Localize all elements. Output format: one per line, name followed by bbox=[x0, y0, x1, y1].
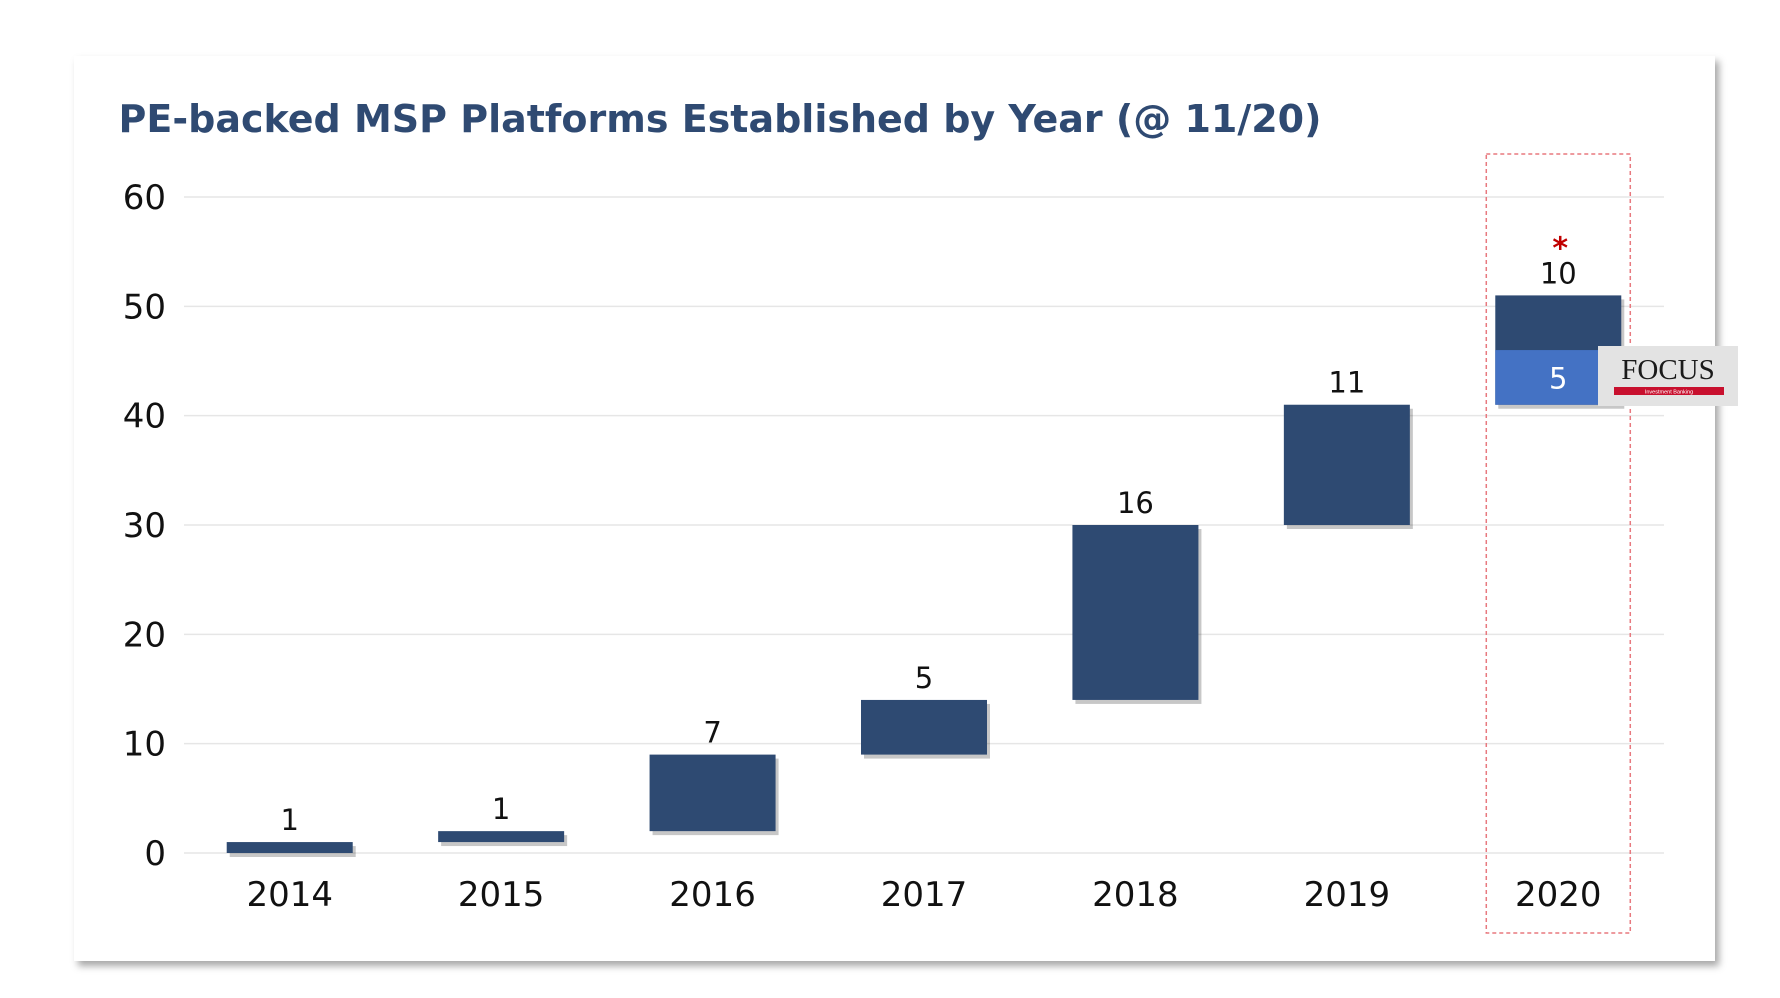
focus-logo: FOCUS Investment Banking bbox=[1598, 346, 1738, 406]
bar-2016 bbox=[649, 754, 776, 832]
y-axis: 0 10 20 30 40 50 60 bbox=[123, 178, 166, 874]
y-tick-label: 10 bbox=[123, 725, 166, 765]
bars bbox=[226, 295, 1625, 857]
x-tick-label-2014: 2014 bbox=[246, 875, 333, 915]
bar-2014 bbox=[226, 842, 353, 853]
segment-label-2020: 5 bbox=[1549, 361, 1567, 395]
data-label-2015: 1 bbox=[492, 792, 510, 826]
x-axis: 2014 2015 2016 2017 2018 2019 2020 bbox=[246, 875, 1601, 915]
data-label-2017: 5 bbox=[915, 661, 933, 695]
focus-logo-bar bbox=[1614, 387, 1724, 395]
x-tick-label-2015: 2015 bbox=[458, 875, 545, 915]
asterisk-marker: * bbox=[1552, 231, 1568, 266]
data-label-2016: 7 bbox=[703, 716, 721, 750]
x-tick-label-2017: 2017 bbox=[881, 875, 968, 915]
highlight-box-2020 bbox=[1485, 153, 1632, 934]
waterfall-chart: PE-backed MSP Platforms Established by Y… bbox=[119, 97, 1664, 934]
x-tick-label-2016: 2016 bbox=[669, 875, 756, 915]
y-tick-label: 60 bbox=[123, 178, 166, 218]
data-label-2018: 16 bbox=[1117, 486, 1154, 520]
y-tick-label: 30 bbox=[123, 506, 166, 546]
data-label-2020: 10 bbox=[1540, 256, 1577, 290]
x-tick-label-2019: 2019 bbox=[1304, 875, 1391, 915]
bar-2015 bbox=[438, 831, 565, 843]
y-tick-label: 50 bbox=[123, 287, 166, 327]
bar-2017 bbox=[861, 699, 987, 755]
y-tick-label: 20 bbox=[123, 615, 166, 655]
y-tick-label: 0 bbox=[144, 834, 166, 874]
chart-card: PE-backed MSP Platforms Established by Y… bbox=[74, 56, 1715, 961]
focus-logo-subtext: Investment Banking bbox=[1645, 390, 1693, 396]
data-label-2019: 11 bbox=[1328, 366, 1365, 400]
gridlines bbox=[184, 196, 1664, 854]
bar-2018 bbox=[1072, 525, 1199, 700]
x-tick-label-2018: 2018 bbox=[1092, 875, 1179, 915]
bar-2019 bbox=[1283, 404, 1410, 525]
data-label-2014: 1 bbox=[280, 803, 298, 837]
chart-title: PE-backed MSP Platforms Established by Y… bbox=[119, 97, 1322, 141]
y-tick-label: 40 bbox=[123, 397, 166, 437]
x-tick-label-2020: 2020 bbox=[1515, 875, 1602, 915]
focus-logo-text: FOCUS bbox=[1621, 354, 1715, 386]
